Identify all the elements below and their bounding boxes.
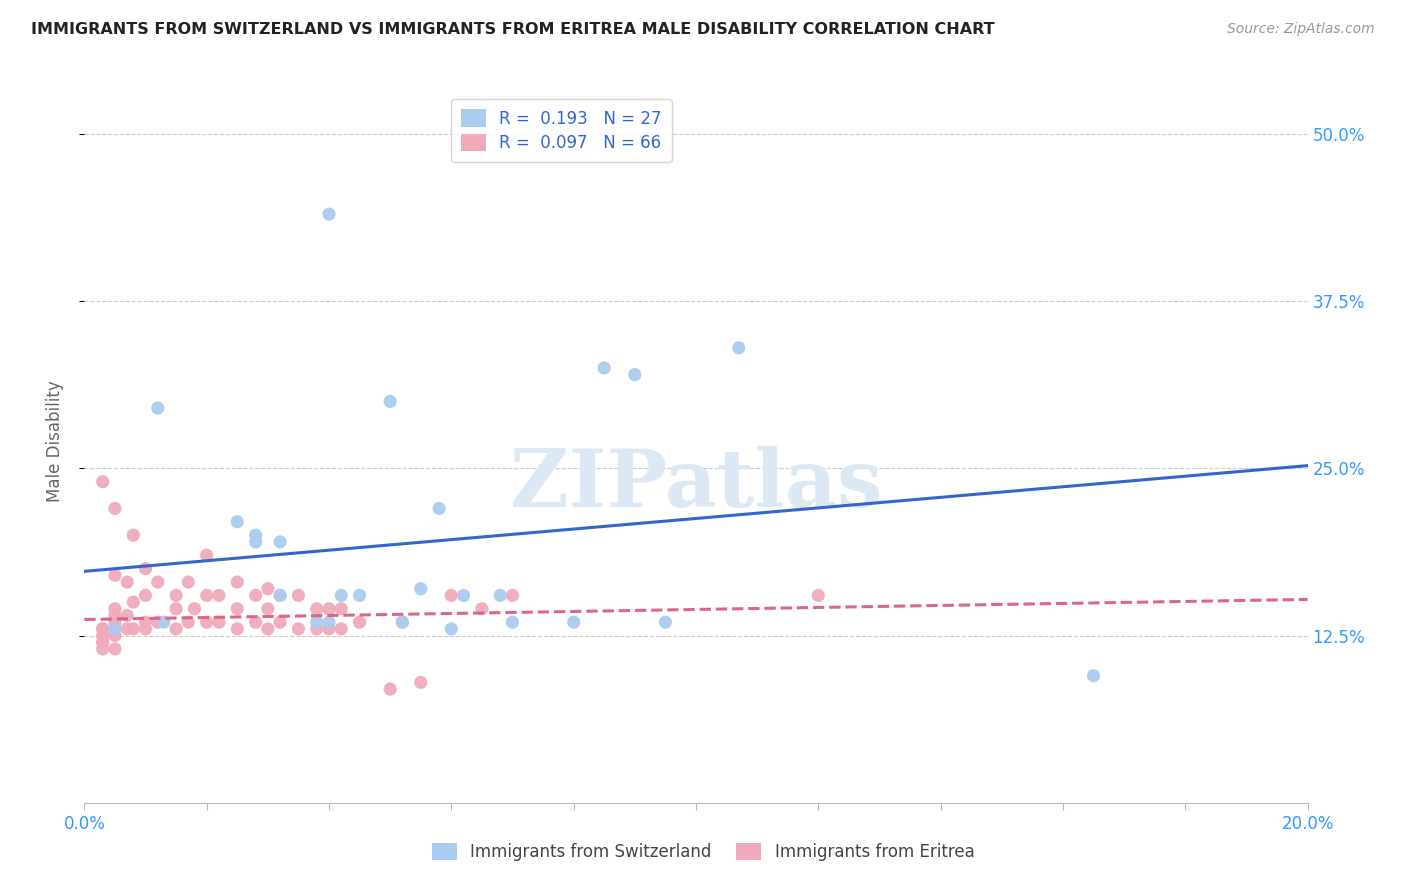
Text: Source: ZipAtlas.com: Source: ZipAtlas.com (1227, 22, 1375, 37)
Point (245, 528, 267, 542)
Point (122, 528, 145, 542)
Point (115, 608, 138, 623)
Point (318, 602, 340, 616)
Point (91, 635, 114, 649)
Point (177, 615, 200, 630)
Point (135, 622, 157, 636)
Point (146, 615, 169, 630)
Point (91, 622, 114, 636)
Point (330, 602, 353, 616)
Point (269, 615, 291, 630)
Point (257, 622, 280, 636)
Point (104, 628, 127, 642)
Point (183, 602, 205, 616)
Point (502, 615, 524, 630)
Point (471, 602, 494, 616)
Point (305, 615, 328, 630)
Text: IMMIGRANTS FROM SWITZERLAND VS IMMIGRANTS FROM ERITREA MALE DISABILITY CORRELATI: IMMIGRANTS FROM SWITZERLAND VS IMMIGRANT… (31, 22, 994, 37)
Y-axis label: Male Disability: Male Disability (45, 381, 63, 502)
Point (257, 602, 280, 616)
Point (165, 622, 187, 636)
Point (287, 589, 309, 603)
Point (104, 615, 127, 630)
Point (489, 589, 512, 603)
Point (104, 602, 127, 616)
Point (330, 589, 353, 603)
Point (135, 589, 157, 603)
Point (122, 622, 145, 636)
Point (305, 602, 328, 616)
Point (91, 642, 114, 657)
Point (135, 615, 157, 630)
Point (305, 622, 328, 636)
Point (287, 622, 309, 636)
Point (257, 582, 280, 596)
Point (391, 615, 413, 630)
Point (135, 562, 157, 576)
Point (104, 642, 127, 657)
Point (165, 589, 187, 603)
Point (440, 622, 463, 636)
Point (104, 608, 127, 623)
Point (115, 575, 138, 590)
Point (115, 622, 138, 636)
Point (318, 615, 340, 630)
Point (146, 401, 169, 416)
Point (391, 615, 413, 630)
Legend: R =  0.193   N = 27, R =  0.097   N = 66: R = 0.193 N = 27, R = 0.097 N = 66 (451, 99, 672, 162)
Point (91, 622, 114, 636)
Point (269, 589, 291, 603)
Point (226, 622, 249, 636)
Point (195, 548, 218, 563)
Point (226, 602, 249, 616)
Point (380, 681, 402, 696)
Point (91, 622, 114, 636)
Point (453, 589, 475, 603)
Point (146, 575, 169, 590)
Point (208, 589, 231, 603)
Legend: Immigrants from Switzerland, Immigrants from Eritrea: Immigrants from Switzerland, Immigrants … (425, 836, 981, 868)
Point (104, 501, 127, 516)
Point (104, 568, 127, 582)
Point (177, 575, 200, 590)
Point (349, 589, 371, 603)
Point (654, 615, 676, 630)
Point (195, 589, 218, 603)
Point (91, 635, 114, 649)
Point (807, 589, 830, 603)
Point (91, 475, 114, 489)
Point (562, 615, 585, 630)
Point (427, 501, 450, 516)
Point (727, 341, 749, 355)
Point (153, 615, 176, 630)
Point (245, 534, 267, 549)
Point (318, 207, 340, 221)
Point (269, 534, 291, 549)
Point (226, 515, 249, 529)
Point (91, 628, 114, 642)
Point (409, 582, 432, 596)
Point (245, 589, 267, 603)
Point (208, 615, 231, 630)
Point (318, 622, 340, 636)
Point (165, 602, 187, 616)
Point (91, 628, 114, 642)
Text: ZIPatlas: ZIPatlas (510, 446, 882, 524)
Point (226, 575, 249, 590)
Point (440, 589, 463, 603)
Point (380, 394, 402, 409)
Point (330, 622, 353, 636)
Point (122, 595, 145, 609)
Point (349, 615, 371, 630)
Point (195, 615, 218, 630)
Point (104, 622, 127, 636)
Point (245, 615, 267, 630)
Point (593, 361, 616, 376)
Point (104, 622, 127, 636)
Point (502, 589, 524, 603)
Point (269, 589, 291, 603)
Point (1083, 669, 1105, 683)
Point (409, 675, 432, 690)
Point (624, 368, 647, 382)
